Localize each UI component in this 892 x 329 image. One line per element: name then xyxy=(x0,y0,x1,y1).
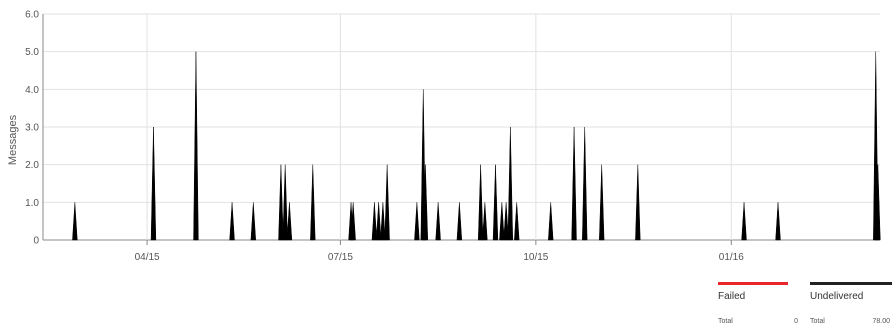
data-spike xyxy=(286,202,293,241)
data-spike xyxy=(477,164,484,241)
data-spike xyxy=(548,202,554,241)
legend-failed-total-label: Total xyxy=(718,318,733,325)
y-tick-label: 0 xyxy=(33,236,39,247)
x-tick-label: 01/16 xyxy=(719,252,744,263)
data-spike xyxy=(456,202,463,241)
data-spike xyxy=(250,202,256,241)
data-spike xyxy=(278,164,284,241)
data-spike xyxy=(514,202,520,241)
data-spike xyxy=(875,164,881,241)
data-spike xyxy=(229,202,235,241)
y-tick-label: 6.0 xyxy=(25,10,39,21)
x-tick-label: 07/15 xyxy=(328,252,353,263)
y-tick-label: 5.0 xyxy=(25,47,39,58)
y-tick-label: 1.0 xyxy=(25,198,39,209)
data-spike xyxy=(375,202,382,241)
data-spike xyxy=(282,164,288,241)
data-spike xyxy=(775,202,781,241)
legend-failed[interactable]: Failed Total 0 xyxy=(718,276,798,329)
y-tick-label: 2.0 xyxy=(25,160,39,171)
legend-undelivered[interactable]: Undelivered Total 78.00 xyxy=(810,276,892,329)
data-spike xyxy=(503,202,509,241)
legend-undelivered-swatch xyxy=(810,282,892,285)
data-spike xyxy=(582,126,588,241)
data-spike xyxy=(414,202,420,241)
y-axis-label: Messages xyxy=(7,114,19,165)
data-spike xyxy=(350,202,356,241)
x-tick-label: 04/15 xyxy=(135,252,160,263)
data-spike xyxy=(492,164,499,241)
data-spike xyxy=(571,126,577,241)
data-spike xyxy=(507,126,514,241)
legend-undelivered-total-label: Total xyxy=(810,318,825,325)
chart-area xyxy=(72,51,881,241)
legend-failed-total: Total 0 xyxy=(718,318,798,325)
legend-failed-name: Failed xyxy=(718,291,746,302)
y-tick-label: 4.0 xyxy=(25,85,39,96)
legend-failed-swatch xyxy=(718,282,788,285)
legend-undelivered-total-value: 78.00 xyxy=(872,318,890,325)
y-tick-label: 3.0 xyxy=(25,123,39,134)
data-spike xyxy=(72,202,78,241)
legend-undelivered-name: Undelivered xyxy=(810,291,864,302)
data-spike xyxy=(499,202,505,241)
data-spike xyxy=(741,202,747,241)
chart-grid xyxy=(43,13,880,241)
data-spike xyxy=(310,164,316,241)
data-spike xyxy=(384,164,390,241)
data-spike xyxy=(635,164,641,241)
data-spike xyxy=(380,202,386,241)
data-spike xyxy=(371,202,378,241)
chart-axes: 0 1.0 2.0 3.0 4.0 5.0 6.0 04/15 07/15 10/15 01/16 xyxy=(25,10,744,264)
x-tick-label: 10/15 xyxy=(523,252,548,263)
data-spike xyxy=(193,51,199,241)
data-spike xyxy=(599,164,605,241)
legend-failed-total-value: 0 xyxy=(794,318,798,325)
legend-undelivered-total: Total 78.00 xyxy=(810,318,890,325)
data-spike xyxy=(482,202,488,241)
data-spike xyxy=(435,202,441,241)
data-spike xyxy=(150,126,157,241)
data-spike xyxy=(422,164,429,241)
